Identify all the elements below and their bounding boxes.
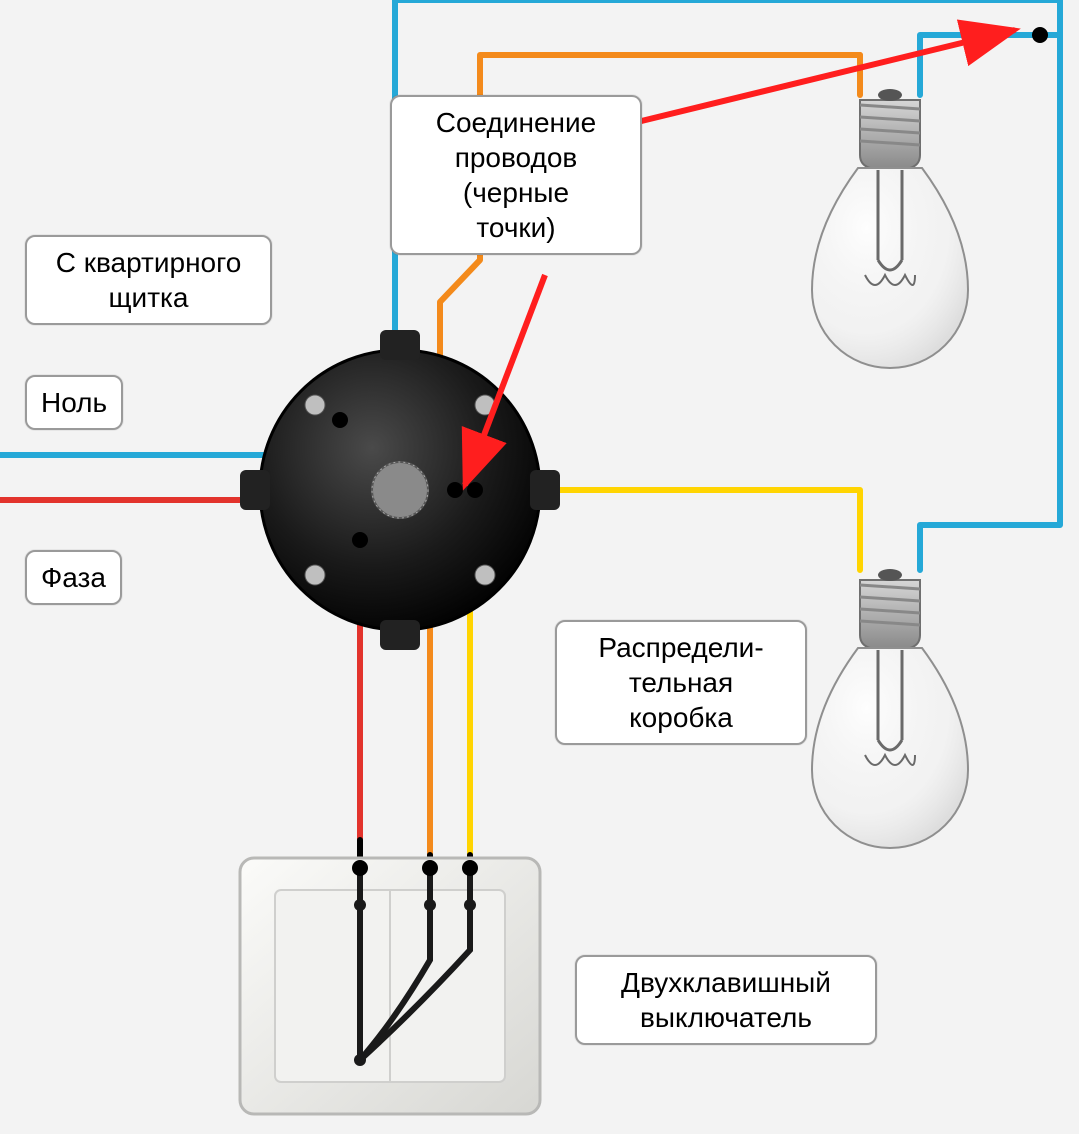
wire-neutral-bulb1-drop bbox=[920, 35, 1060, 95]
connection-node bbox=[352, 860, 368, 876]
junction-box-icon bbox=[240, 330, 560, 650]
arrow-top bbox=[625, 30, 1015, 125]
wire-neutral-bulb2 bbox=[920, 35, 1060, 570]
label-distribution-box: Распредели-тельнаякоробка bbox=[555, 620, 807, 745]
connection-node bbox=[422, 860, 438, 876]
connection-node bbox=[352, 532, 368, 548]
double-switch-icon bbox=[240, 858, 540, 1114]
wire-neutral-through bbox=[350, 0, 395, 455]
connection-node bbox=[332, 412, 348, 428]
connection-node bbox=[462, 860, 478, 876]
connection-node bbox=[467, 482, 483, 498]
connection-node bbox=[447, 482, 463, 498]
lightbulb-icon bbox=[812, 569, 968, 848]
bulb-layer bbox=[812, 89, 968, 848]
wiring-diagram: Соединениепроводов(черныеточки) С кварти… bbox=[0, 0, 1079, 1134]
arrow-box bbox=[465, 275, 545, 485]
lightbulb-icon bbox=[812, 89, 968, 368]
label-switch: Двухклавишныйвыключатель bbox=[575, 955, 877, 1045]
label-phase: Фаза bbox=[25, 550, 122, 605]
label-from-panel: С квартирногощитка bbox=[25, 235, 272, 325]
label-junction: Соединениепроводов(черныеточки) bbox=[390, 95, 642, 255]
label-neutral: Ноль bbox=[25, 375, 123, 430]
connection-node bbox=[1032, 27, 1048, 43]
wire-neutral-top bbox=[395, 0, 1060, 75]
wire-phase-in bbox=[0, 500, 360, 540]
